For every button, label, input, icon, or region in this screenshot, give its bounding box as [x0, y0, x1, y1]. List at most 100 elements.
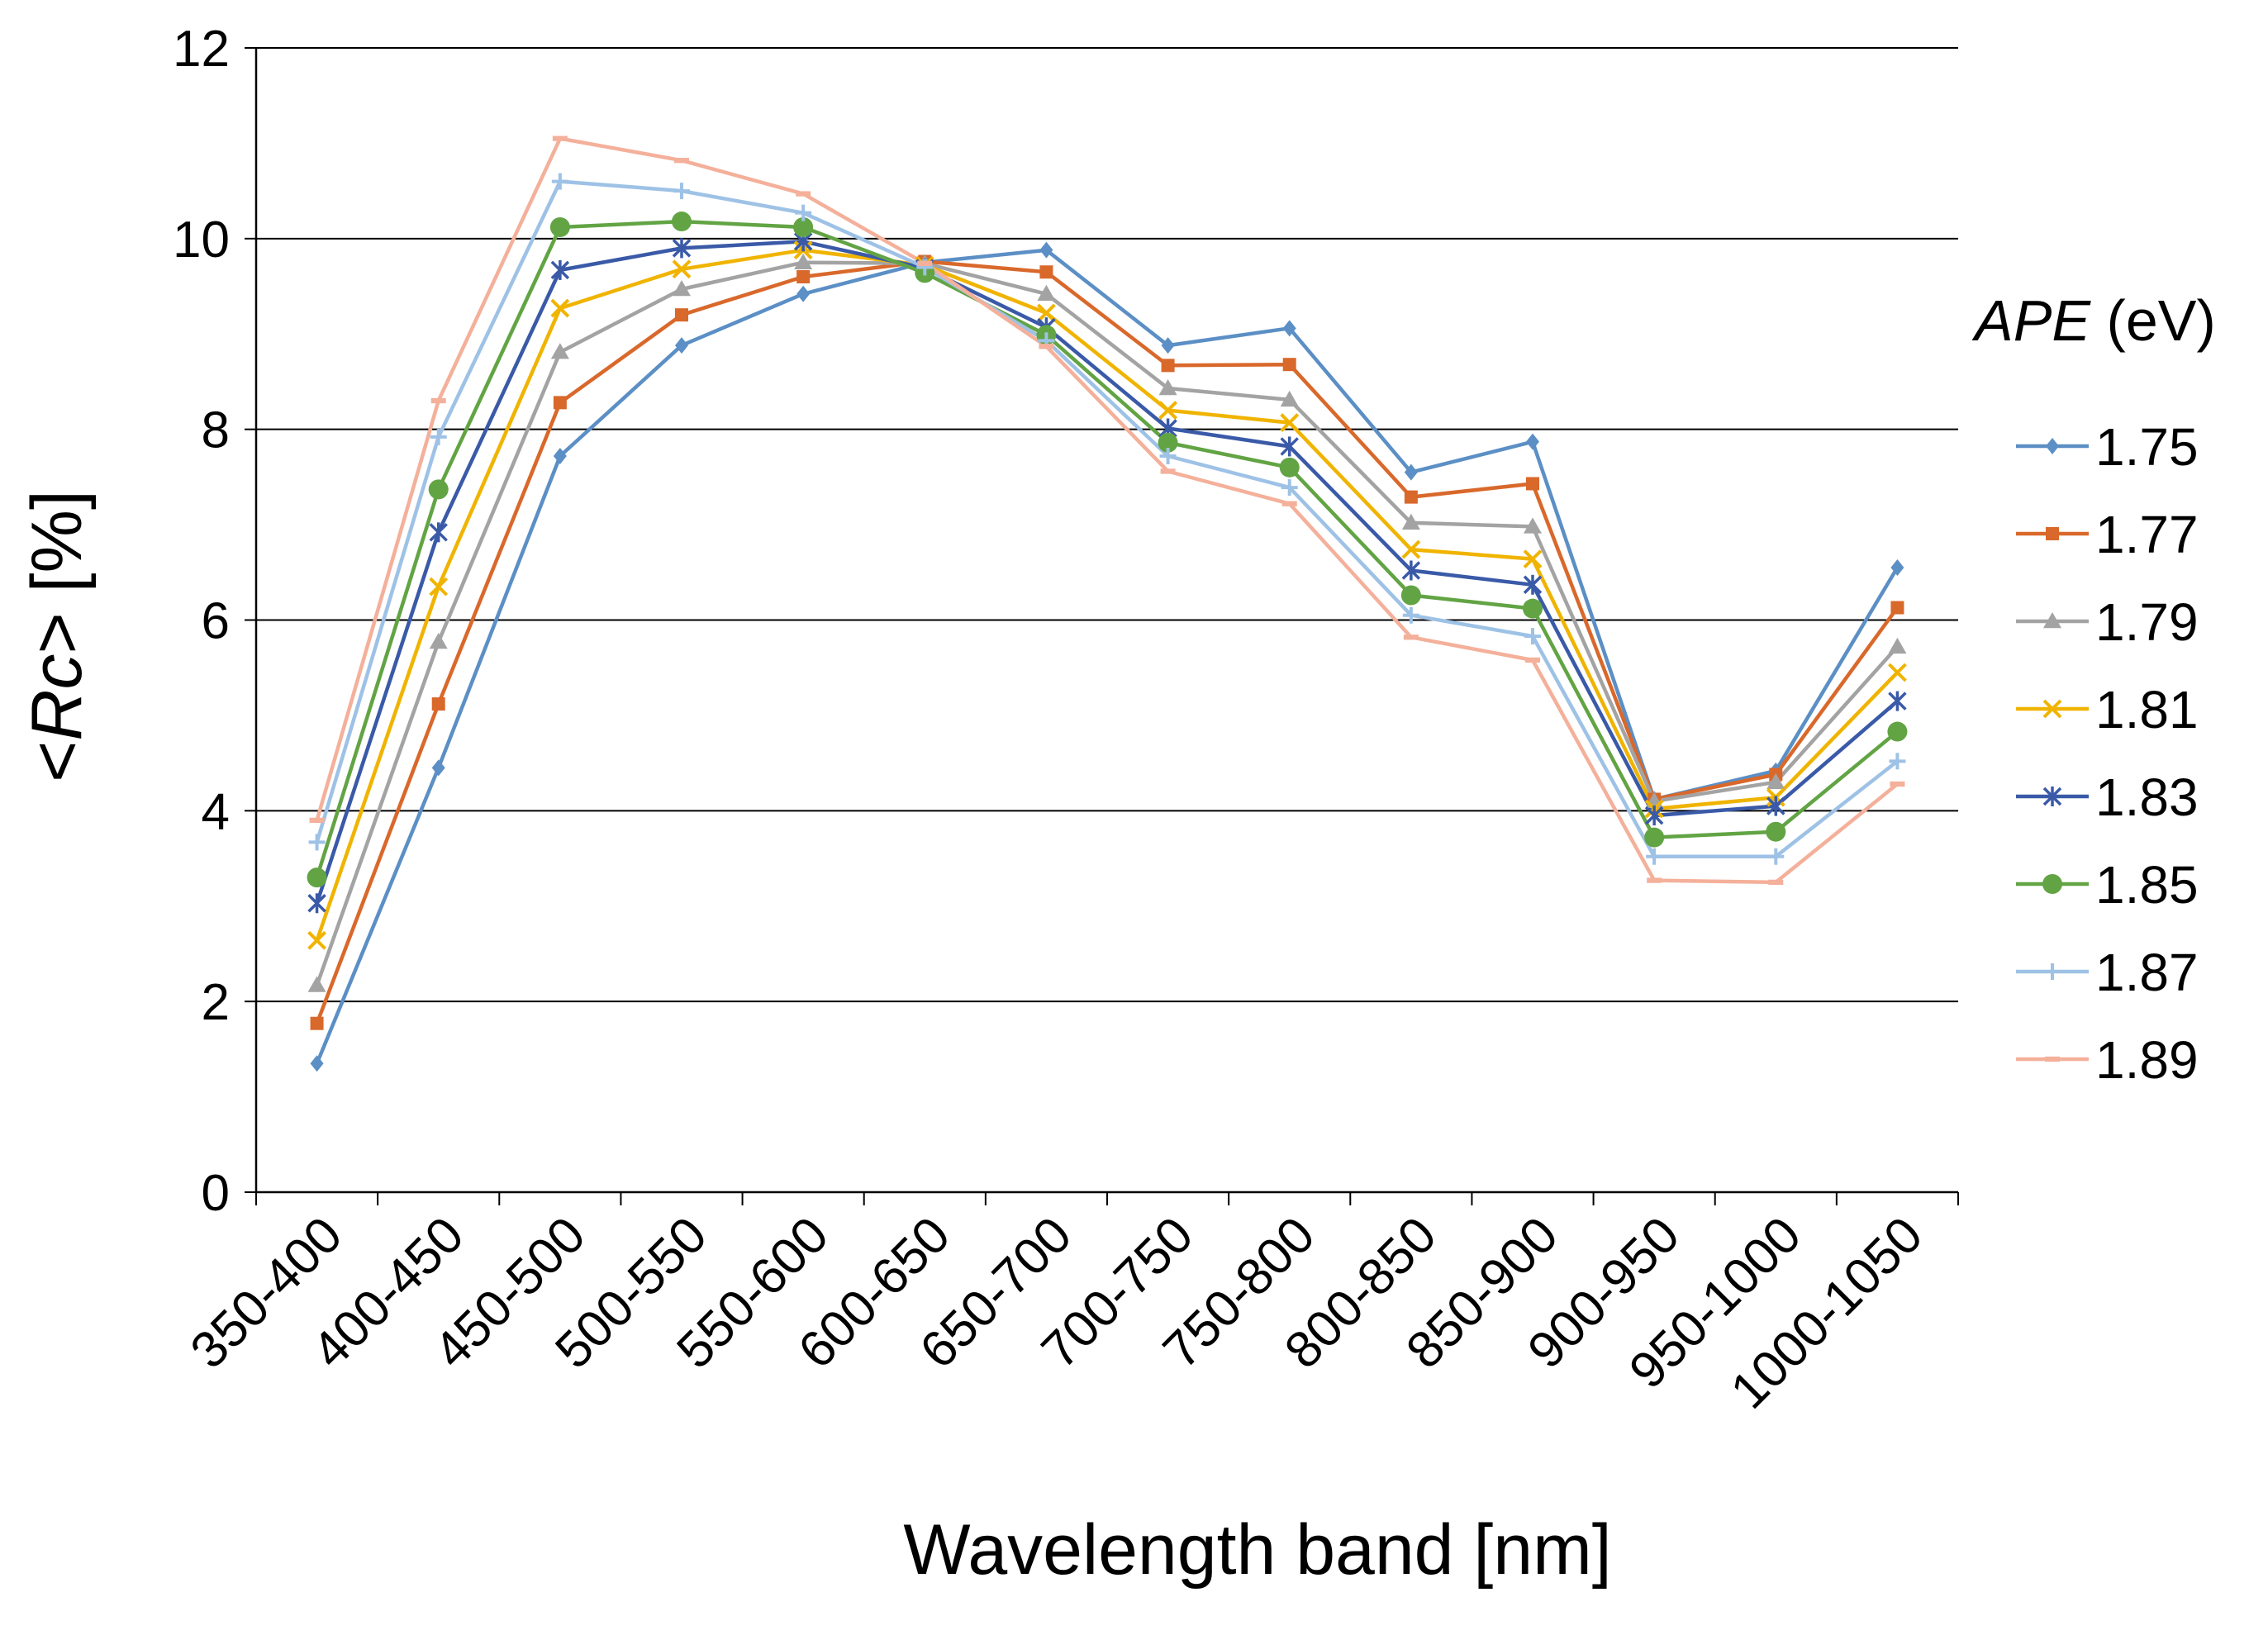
data-point	[1889, 753, 1906, 770]
data-point	[2042, 699, 2062, 719]
marker-stroke	[550, 298, 570, 318]
data-point	[1890, 781, 1905, 787]
data-point	[1401, 560, 1421, 581]
data-point	[673, 280, 691, 297]
y-axis-title: <Rc> [%]	[17, 490, 97, 782]
x-axis-title: Wavelength band [nm]	[903, 1510, 1611, 1590]
marker-stroke	[307, 930, 326, 950]
data-point	[549, 216, 570, 237]
data-point	[1888, 663, 1907, 682]
data-point	[307, 976, 326, 992]
axes: 024681012350-400400-450450-500500-550550…	[173, 21, 1959, 1420]
data-point	[1524, 628, 1541, 645]
data-point	[1037, 303, 1056, 323]
data-point	[1161, 359, 1175, 373]
data-point	[1400, 585, 1421, 606]
data-point	[796, 285, 811, 302]
series-line-1.81	[315, 248, 1900, 942]
data-point	[1523, 574, 1543, 595]
data-point	[1281, 501, 1297, 506]
data-point	[796, 270, 811, 283]
data-point	[430, 428, 447, 445]
data-point	[1525, 657, 1540, 663]
series-markers-1.77	[310, 254, 1904, 1030]
data-point	[672, 238, 692, 259]
data-point	[2044, 963, 2061, 980]
series-line-1.75	[315, 248, 1900, 1065]
data-point	[2046, 527, 2059, 540]
data-point	[794, 253, 813, 269]
data-point	[1644, 827, 1665, 848]
data-point	[429, 522, 448, 543]
series-markers	[307, 135, 1908, 1072]
data-point	[1647, 877, 1662, 883]
data-point	[2046, 438, 2059, 454]
series-markers-1.85	[307, 212, 1908, 888]
data-point	[1523, 598, 1543, 619]
legend-item-1.81: 1.81	[2016, 680, 2199, 739]
series-markers-1.87	[308, 173, 1906, 865]
data-point	[1039, 344, 1054, 349]
data-point	[430, 397, 446, 404]
data-point	[307, 867, 327, 888]
series-markers-1.75	[310, 241, 1904, 1072]
data-point	[793, 216, 814, 237]
legend-item-1.87: 1.87	[2016, 943, 2199, 1002]
data-point	[309, 817, 325, 824]
legend-item-1.89: 1.89	[2016, 1030, 2199, 1090]
data-point	[1888, 691, 1907, 711]
legend-item-1.79: 1.79	[2016, 592, 2199, 652]
data-point	[673, 183, 690, 200]
series-line-1.79	[315, 260, 1900, 986]
data-point	[675, 308, 688, 322]
data-point	[428, 479, 449, 500]
data-point	[1524, 517, 1542, 534]
data-point	[1279, 457, 1300, 478]
gridlines	[256, 47, 1958, 1003]
y-tick-label: 6	[202, 593, 230, 650]
series-markers-1.81	[307, 240, 1907, 950]
data-point	[796, 191, 811, 197]
data-point	[1402, 606, 1419, 624]
data-point	[1767, 848, 1785, 865]
legend-label: 1.85	[2095, 855, 2199, 915]
data-point	[1401, 539, 1421, 559]
data-point	[551, 173, 568, 190]
data-point	[1037, 284, 1056, 302]
legend-label: 1.87	[2095, 943, 2199, 1002]
marker-stroke	[2042, 699, 2062, 719]
data-point	[2043, 612, 2061, 629]
y-tick-label: 10	[173, 212, 230, 269]
data-point	[672, 259, 692, 279]
data-point	[1403, 635, 1419, 640]
marker-stroke	[1037, 303, 1056, 323]
data-point	[431, 759, 445, 777]
data-point	[1282, 320, 1296, 337]
data-point	[1161, 337, 1175, 354]
data-point	[553, 447, 567, 464]
marker-stroke	[1401, 539, 1421, 559]
series-line-1.89	[315, 136, 1899, 885]
data-point	[2042, 874, 2062, 894]
data-point	[1888, 637, 1907, 654]
series-line-1.87	[315, 179, 1899, 858]
marker-stroke	[1158, 401, 1177, 420]
legend-items: 1.75 1.77 1.79 1.81 1.83 1.85 1.87 1.89	[2016, 417, 2199, 1090]
y-tick-label: 4	[202, 783, 230, 840]
legend: APE (eV) 1.75 1.77 1.79 1.81 1.83 1.85 1.87 1.8…	[1971, 288, 2216, 1090]
series-markers-1.79	[307, 253, 1907, 992]
data-point	[1404, 463, 1418, 481]
data-point	[1280, 390, 1299, 407]
data-point	[1160, 468, 1176, 474]
data-point	[1158, 401, 1177, 420]
data-point	[1526, 477, 1539, 491]
data-point	[1404, 490, 1418, 504]
data-point	[1280, 413, 1300, 433]
data-point	[1644, 806, 1664, 826]
data-point	[1768, 879, 1784, 886]
marker-stroke	[672, 259, 692, 279]
data-point	[431, 697, 445, 711]
data-point	[310, 1055, 324, 1072]
series-lines	[315, 136, 1900, 1065]
legend-item-1.77: 1.77	[2016, 505, 2199, 564]
